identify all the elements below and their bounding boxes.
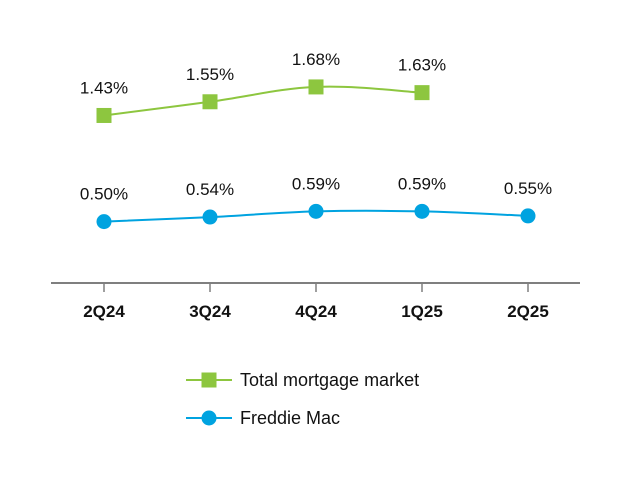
x-tick-label: 2Q24 [83,302,125,321]
legend-square-marker [201,372,217,388]
x-tick-label: 2Q25 [507,302,549,321]
legend-label: Total mortgage market [240,370,419,390]
x-tick-label: 4Q24 [295,302,337,321]
data-point-marker [96,107,112,123]
data-label: 1.55% [186,65,234,84]
data-label: 0.55% [504,179,552,198]
legend-label: Freddie Mac [240,408,340,428]
data-label: 1.68% [292,50,340,69]
data-label: 1.63% [398,56,446,75]
legend: Total mortgage market Freddie Mac [186,370,419,428]
series-line-total-mortgage-market [103,85,423,117]
legend-item-total-mortgage-market: Total mortgage market [186,370,419,390]
data-label: 1.43% [80,78,128,97]
x-tick-label: 1Q25 [401,302,443,321]
data-point-marker [308,79,324,95]
series-layer [96,79,536,230]
label-layer: 1.43% 1.55% 1.68% 1.63% 0.50% 0.54% 0.59% 0.59%… [80,50,552,204]
data-label: 0.59% [292,174,340,193]
legend-circle-marker [201,410,217,426]
data-label: 0.59% [398,174,446,193]
data-label: 0.50% [80,185,128,204]
data-point-marker [414,85,430,101]
data-point-marker [520,208,536,224]
data-label: 0.54% [186,180,234,199]
data-point-marker [308,203,324,219]
data-point-marker [202,94,218,110]
data-point-marker [96,214,112,230]
data-point-marker [202,209,218,225]
x-tick-label: 3Q24 [189,302,231,321]
data-point-marker [414,203,430,219]
axis-layer: 2Q24 3Q24 4Q24 1Q25 2Q25 [51,282,580,321]
legend-item-freddie-mac: Freddie Mac [186,408,340,428]
